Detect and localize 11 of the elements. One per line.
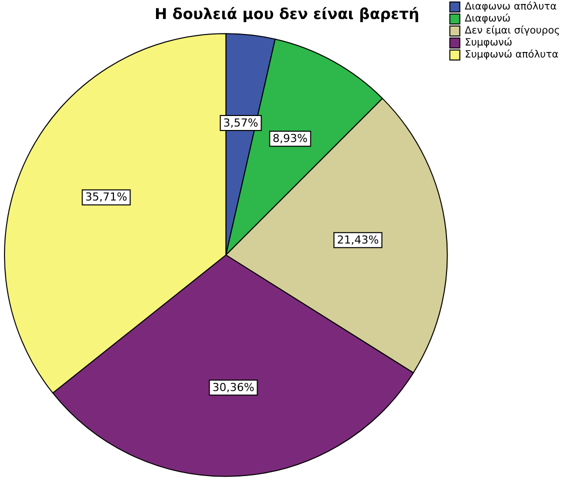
data-label: 3,57% xyxy=(223,116,258,130)
data-label: 35,71% xyxy=(85,190,128,204)
data-label: 21,43% xyxy=(336,233,379,246)
data-label: 30,36% xyxy=(212,380,254,394)
legend-label: Συμφωνώ απόλυτα xyxy=(464,50,559,61)
data-label: 8,93% xyxy=(272,132,308,146)
legend-label: Διαφωνω απόλυτα xyxy=(464,2,558,13)
chart-title: Η δουλειά μου δεν είναι βαρετή xyxy=(154,4,420,23)
legend-label: Συμφωνώ xyxy=(464,38,512,49)
legend-label: Δεν είμαι σίγουρος xyxy=(464,26,560,37)
legend-label: Διαφωνώ xyxy=(464,14,511,25)
